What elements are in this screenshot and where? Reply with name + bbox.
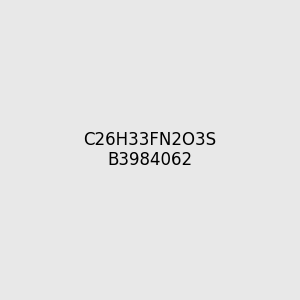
- Text: C26H33FN2O3S
B3984062: C26H33FN2O3S B3984062: [83, 130, 217, 170]
